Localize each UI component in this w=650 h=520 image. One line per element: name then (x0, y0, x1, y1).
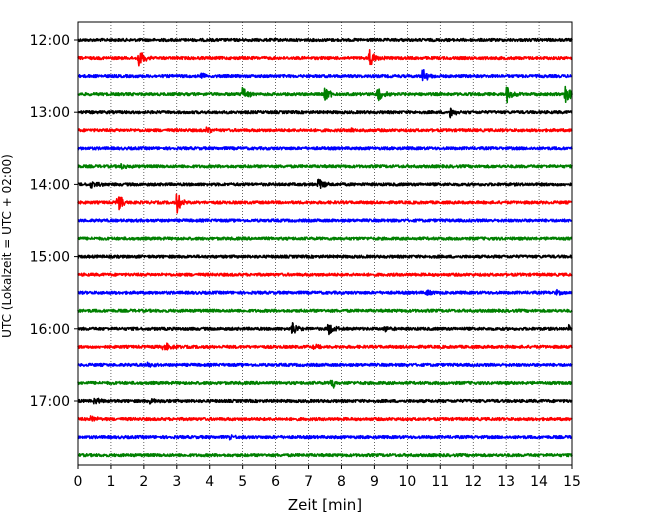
x-tick-label: 4 (205, 474, 214, 490)
trace-line (77, 272, 573, 277)
trace-line (77, 322, 573, 336)
x-axis-ticks: 0 1 2 3 4 5 6 7 8 9 10 11 12 13 14 15 (74, 465, 581, 490)
x-tick-label: 12 (464, 474, 482, 490)
trace-line (77, 434, 573, 441)
trace-line (77, 397, 573, 405)
x-tick-label: 2 (139, 474, 148, 490)
trace-line (77, 107, 573, 119)
trace-line (77, 85, 573, 104)
trace-group (77, 37, 573, 458)
x-tick-label: 1 (106, 474, 115, 490)
trace-line (77, 452, 573, 458)
x-tick-label: 7 (304, 474, 313, 490)
y-tick-label: 13:00 (30, 105, 70, 121)
trace-line (77, 49, 573, 67)
x-tick-label: 13 (497, 474, 515, 490)
trace-line (77, 361, 573, 368)
trace-line (77, 308, 573, 313)
x-tick-label: 5 (238, 474, 247, 490)
trace-line (77, 178, 573, 189)
y-tick-label: 15:00 (30, 250, 70, 266)
trace-line (77, 342, 573, 351)
trace-line (77, 218, 573, 223)
y-axis-label: UTC (Lokalzeit = UTC + 02:00) (0, 154, 14, 338)
trace-line (77, 379, 573, 389)
trace-line (77, 254, 573, 259)
trace-line (77, 193, 573, 214)
x-tick-label: 15 (563, 474, 581, 490)
y-axis-ticks: 12:00 13:00 14:00 15:00 16:00 17:00 (30, 33, 78, 410)
trace-line (77, 288, 573, 296)
x-tick-label: 9 (370, 474, 379, 490)
y-tick-label: 12:00 (30, 33, 70, 49)
trace-line (77, 415, 573, 422)
x-tick-label: 0 (74, 474, 83, 490)
x-tick-label: 14 (530, 474, 548, 490)
y-tick-label: 16:00 (30, 322, 70, 338)
plot-frame (77, 21, 573, 466)
x-tick-label: 10 (398, 474, 416, 490)
trace-line (77, 69, 573, 82)
x-tick-label: 11 (431, 474, 449, 490)
trace-line (77, 236, 573, 241)
y-tick-label: 14:00 (30, 177, 70, 193)
y-tick-label: 17:00 (30, 394, 70, 410)
vertical-grid (110, 22, 540, 465)
trace-line (77, 146, 573, 151)
trace-line (77, 163, 573, 170)
trace-line (77, 126, 573, 134)
x-tick-label: 3 (172, 474, 181, 490)
trace-line (77, 37, 573, 43)
x-tick-label: 6 (271, 474, 280, 490)
x-axis-label: Zeit [min] (288, 496, 362, 514)
x-tick-label: 8 (337, 474, 346, 490)
